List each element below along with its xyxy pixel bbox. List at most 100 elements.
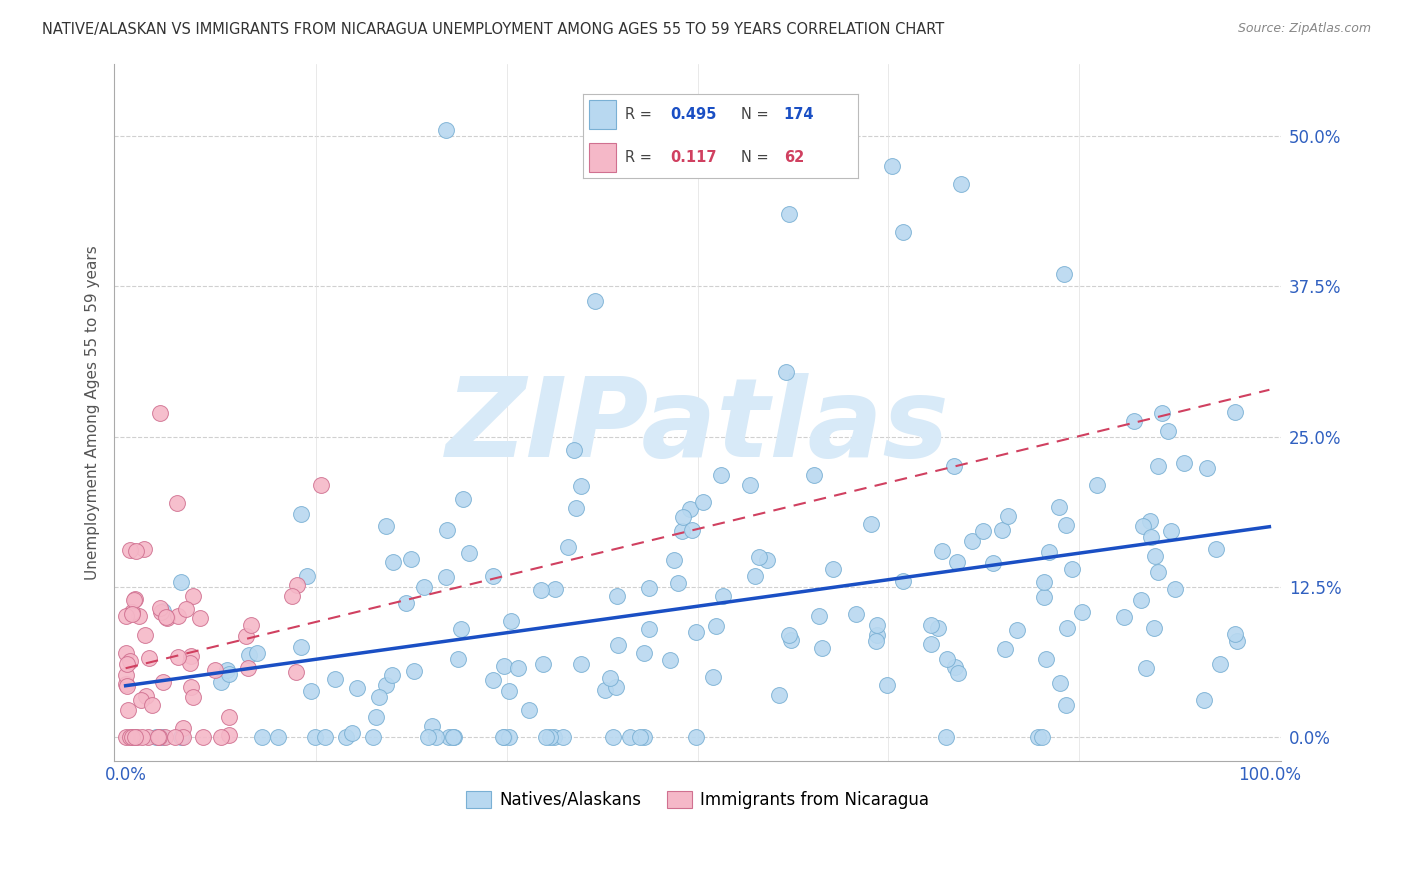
Point [681, 523, 703, 537]
Point [544, 582, 567, 596]
Point [118, 654, 141, 668]
Point [124, 592, 146, 607]
Text: Source: ZipAtlas.com: Source: ZipAtlas.com [1237, 22, 1371, 36]
Point [138, 730, 160, 744]
Point [166, 609, 188, 624]
Point [124, 730, 146, 744]
Point [920, 617, 942, 632]
FancyBboxPatch shape [589, 143, 616, 171]
Point [1047, 500, 1070, 515]
Text: 62: 62 [783, 150, 804, 165]
Point [382, 555, 405, 569]
Point [1139, 514, 1161, 528]
Point [519, 702, 541, 716]
Point [562, 443, 585, 458]
Point [803, 468, 825, 483]
Point [571, 657, 593, 671]
Point [180, 681, 202, 695]
Point [399, 551, 422, 566]
Point [506, 661, 529, 675]
Point [163, 730, 186, 744]
Point [434, 123, 457, 137]
Point [115, 657, 138, 671]
Point [121, 607, 143, 622]
Point [115, 646, 138, 660]
Point [564, 500, 586, 515]
Point [811, 640, 834, 655]
Text: 174: 174 [783, 107, 814, 122]
Point [217, 664, 239, 678]
Point [498, 730, 520, 744]
Point [441, 730, 464, 744]
Point [425, 730, 447, 744]
Point [346, 681, 368, 696]
Point [152, 604, 174, 618]
Point [374, 678, 396, 692]
Point [436, 524, 458, 538]
Point [482, 569, 505, 583]
Point [1147, 565, 1170, 579]
Text: N =: N = [741, 107, 773, 122]
Point [692, 495, 714, 509]
Point [931, 543, 953, 558]
Point [1195, 460, 1218, 475]
Point [115, 668, 138, 682]
Point [755, 553, 778, 567]
Point [443, 730, 465, 744]
Point [172, 721, 194, 735]
Point [447, 652, 470, 666]
Point [150, 730, 173, 744]
Point [780, 633, 803, 648]
Point [204, 663, 226, 677]
Point [498, 684, 520, 698]
Point [1032, 574, 1054, 589]
Point [121, 606, 143, 620]
Point [948, 666, 970, 681]
Point [946, 555, 969, 569]
Point [132, 542, 155, 557]
Point [1226, 634, 1249, 648]
Text: NATIVE/ALASKAN VS IMMIGRANTS FROM NICARAGUA UNEMPLOYMENT AMONG AGES 55 TO 59 YEA: NATIVE/ALASKAN VS IMMIGRANTS FROM NICARA… [42, 22, 945, 37]
Point [1132, 518, 1154, 533]
Point [936, 652, 959, 666]
Point [1135, 661, 1157, 675]
Point [117, 702, 139, 716]
Point [583, 294, 606, 309]
Point [125, 543, 148, 558]
Point [290, 640, 312, 654]
Point [413, 580, 436, 594]
Point [115, 730, 138, 744]
Point [434, 570, 457, 584]
Point [920, 637, 942, 651]
Point [118, 730, 141, 744]
Point [1035, 652, 1057, 666]
Point [494, 658, 516, 673]
Point [1114, 610, 1136, 624]
Point [1052, 268, 1074, 282]
Point [156, 611, 179, 625]
Point [740, 477, 762, 491]
Point [149, 600, 172, 615]
Point [482, 673, 505, 687]
Point [778, 207, 800, 221]
Point [1060, 562, 1083, 576]
Point [1152, 406, 1174, 420]
Point [181, 690, 204, 705]
Point [148, 730, 170, 744]
Point [290, 507, 312, 521]
Point [599, 671, 621, 685]
Point [145, 730, 167, 744]
Point [188, 610, 211, 624]
Point [148, 730, 170, 744]
Point [499, 614, 522, 628]
Point [1070, 606, 1092, 620]
Point [121, 730, 143, 744]
Point [569, 479, 592, 493]
Point [218, 710, 240, 724]
Point [679, 502, 702, 516]
Text: N =: N = [741, 150, 773, 165]
Point [122, 593, 145, 607]
Point [685, 730, 707, 744]
Point [285, 578, 308, 592]
Point [891, 574, 914, 589]
